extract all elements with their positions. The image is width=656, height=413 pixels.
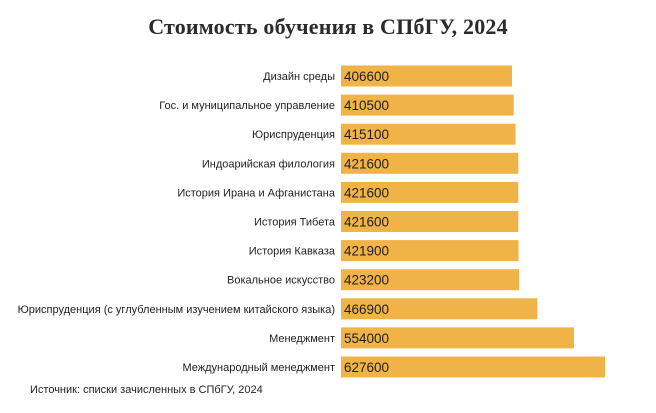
bar-row: История Кавказа 421900: [249, 240, 519, 262]
category-label: Гос. и муниципальное управление: [159, 100, 335, 112]
bar: [341, 211, 519, 232]
chart-title: Стоимость обучения в СПбГУ, 2024: [148, 14, 508, 39]
value-label: 627600: [344, 360, 389, 375]
category-label: Индоарийская филология: [202, 158, 335, 170]
bar-row: История Тибета 421600: [254, 211, 519, 232]
category-label: История Тибета: [254, 217, 336, 229]
bar: [341, 356, 605, 378]
category-label: Вокальное искусство: [227, 275, 335, 287]
value-label: 406600: [344, 69, 389, 84]
bar: [341, 240, 519, 262]
bar: [341, 327, 574, 349]
bar-row: Международный менеджмент 627600: [182, 356, 605, 378]
category-label: Международный менеджмент: [182, 362, 335, 374]
bars-layer: Дизайн среды 406600 Гос. и муниципальное у…: [18, 65, 605, 378]
value-label: 421900: [344, 244, 389, 259]
category-label: Менеджмент: [269, 333, 335, 345]
bar-row: Дизайн среды 406600: [263, 65, 512, 87]
bar: [341, 94, 514, 116]
bar: [341, 181, 519, 203]
value-label: 421600: [344, 215, 389, 230]
bar-row: Индоарийская филология 421600: [202, 152, 519, 174]
value-label: 415100: [344, 127, 389, 142]
bar-row: Менеджмент 554000: [269, 327, 574, 349]
bar: [341, 152, 519, 174]
bar-row: Юриспруденция 415100: [252, 123, 516, 145]
category-label: Дизайн среды: [263, 71, 335, 83]
value-label: 466900: [344, 302, 389, 317]
value-label: 410500: [344, 98, 389, 113]
value-label: 423200: [344, 273, 389, 288]
category-label: История Ирана и Афганистана: [177, 187, 336, 199]
bar: [341, 123, 516, 145]
source-note: Источник: списки зачисленных в СПбГУ, 20…: [30, 384, 263, 396]
bar-row: Юриспруденция (с углубленным изучением к…: [18, 298, 538, 320]
category-label: Юриспруденция: [252, 129, 335, 141]
bar-row: Гос. и муниципальное управление 410500: [159, 94, 514, 116]
category-label: Юриспруденция (с углубленным изучением к…: [18, 304, 335, 316]
value-label: 554000: [344, 331, 389, 346]
bar: [341, 269, 519, 291]
bar-row: Вокальное искусство 423200: [227, 269, 519, 291]
category-label: История Кавказа: [249, 246, 336, 258]
bar: [341, 298, 538, 320]
bar-row: История Ирана и Афганистана 421600: [177, 181, 519, 203]
value-label: 421600: [344, 156, 389, 171]
value-label: 421600: [344, 185, 389, 200]
bar: [341, 65, 512, 87]
